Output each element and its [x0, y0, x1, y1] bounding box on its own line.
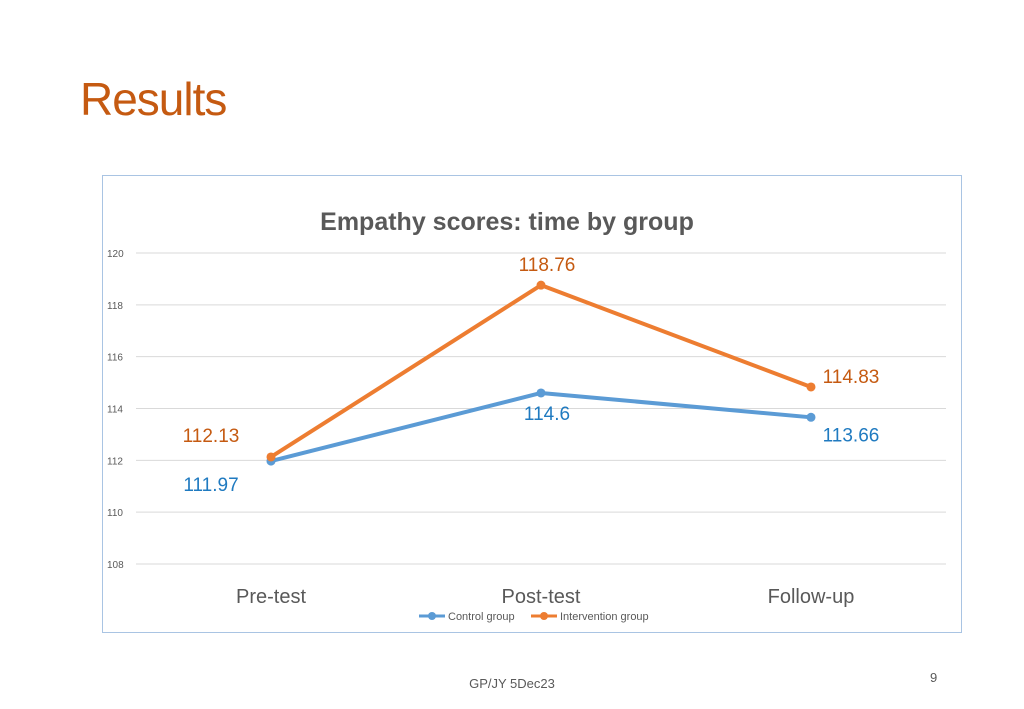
data-point [266, 452, 276, 462]
line-chart: Empathy scores: time by group 108 110 112 1… [107, 208, 946, 623]
data-label: 114.6 [524, 404, 570, 425]
data-label: 114.83 [823, 367, 880, 388]
footer-text: GP/JY 5Dec23 [469, 676, 555, 691]
data-point [806, 412, 816, 422]
data-label: 112.13 [183, 426, 240, 447]
y-tick-label: 112 [107, 456, 123, 467]
data-point [806, 382, 816, 392]
page-number: 9 [930, 670, 938, 685]
data-point [536, 280, 546, 290]
y-tick-label: 116 [107, 353, 123, 364]
legend-marker [540, 612, 548, 620]
y-tick-label: 110 [107, 508, 123, 519]
series-line-intervention [269, 283, 813, 459]
slide-title: Results [80, 73, 227, 125]
y-tick-label: 118 [107, 301, 123, 312]
data-label: 118.76 [519, 255, 576, 276]
x-tick-label: Post-test [502, 586, 581, 608]
y-tick-label: 108 [107, 560, 124, 571]
data-label: 113.66 [823, 425, 880, 446]
data-label: 111.97 [183, 475, 238, 496]
data-point [536, 388, 546, 398]
y-tick-label: 120 [107, 249, 124, 260]
x-tick-label: Pre-test [236, 586, 306, 608]
x-tick-label: Follow-up [768, 586, 855, 608]
legend-marker [428, 612, 436, 620]
y-tick-label: 114 [107, 405, 123, 416]
legend-label: Intervention group [560, 611, 649, 623]
legend-label: Control group [448, 611, 515, 623]
chart-title: Empathy scores: time by group [320, 208, 694, 236]
chart-frame: Empathy scores: time by group 108 110 112 1… [102, 175, 962, 633]
